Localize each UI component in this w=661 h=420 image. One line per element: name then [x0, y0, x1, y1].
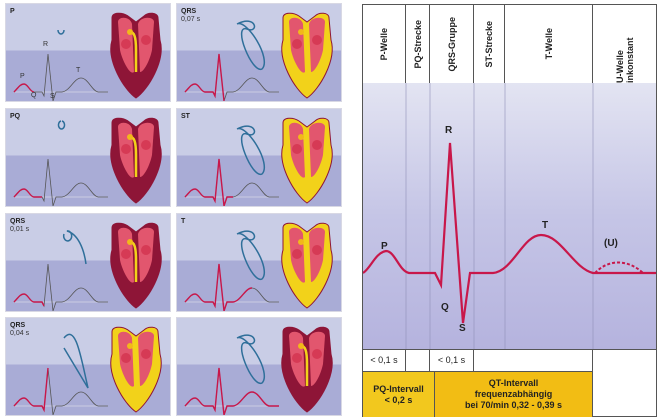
ecg-trace: [13, 367, 108, 415]
panel-graphics: [13, 117, 162, 206]
vector-loop: [236, 20, 265, 70]
header-pq-segment: PQ-Strecke: [406, 5, 430, 83]
heart-icon: [110, 12, 162, 99]
panel-label: PQ: [10, 113, 21, 120]
panel-graphics: [13, 222, 162, 311]
ecg-highlight: [13, 188, 42, 198]
ecg-trace: [13, 158, 108, 206]
heart-icon: [110, 326, 162, 413]
vector-loop: [57, 29, 65, 35]
ecg-plot: [363, 83, 656, 349]
label-t: T: [542, 220, 549, 231]
excitation-panel: ST: [176, 108, 342, 207]
pq-interval: PQ-Intervall < 0,2 s: [363, 371, 435, 417]
qt-interval-title: QT-Intervall: [488, 378, 539, 388]
empty-cell: [406, 349, 430, 371]
panel-time: 0,04 s: [10, 330, 30, 337]
header-st-segment: ST-Strecke: [474, 5, 505, 83]
heart-icon: [110, 222, 162, 309]
empty-cell: [593, 349, 656, 371]
heart-icon: [281, 12, 333, 99]
ecg-highlight: [13, 83, 35, 93]
vector-loop: [236, 334, 265, 384]
heart-icon: [281, 117, 333, 204]
wave-label-t: T: [76, 67, 81, 74]
vector-loop: [57, 120, 66, 130]
ecg-highlight: [184, 263, 253, 311]
ecg-highlight: [184, 367, 279, 415]
wave-label-s: S: [50, 93, 55, 100]
excitation-panel: [176, 317, 342, 416]
panel-label: QRS: [10, 218, 26, 225]
panel-label: P: [10, 8, 15, 15]
wave-label-q: Q: [31, 92, 37, 99]
panel-label: QRS: [10, 322, 26, 329]
panel-graphics: [184, 117, 333, 206]
header-t-wave: T-Welle: [505, 5, 593, 83]
qrs-duration: < 0,1 s: [430, 349, 474, 371]
ecg-trace: [13, 263, 108, 311]
excitation-panel: QRS 0,01 s: [5, 213, 171, 312]
panel-graphics: [184, 12, 333, 101]
panel-graphics: [184, 326, 333, 415]
qt-interval-rate: frequenzabhängig: [474, 389, 553, 399]
plot-background: [363, 83, 656, 349]
panel-graphics: [184, 222, 333, 311]
excitation-panel: P P Q R S T: [5, 3, 171, 102]
header-qrs-complex: QRS-Gruppe: [430, 5, 474, 83]
panel-label: T: [181, 218, 186, 225]
excitation-panel: QRS 0,04 s: [5, 317, 171, 416]
panel-time: 0,07 s: [181, 16, 201, 23]
ecg-diagram: P-Welle PQ-Strecke QRS-Gruppe ST-Strecke…: [362, 4, 657, 417]
heart-icon: [281, 222, 333, 309]
panel-time: 0,01 s: [10, 226, 30, 233]
vector-loop: [63, 333, 89, 389]
excitation-panel: PQ: [5, 108, 171, 207]
ecg-highlight: [184, 158, 233, 206]
ecg-trace: [363, 142, 656, 324]
qt-interval-value: bei 70/min 0,32 - 0,39 s: [464, 400, 563, 410]
heart-icon: [281, 326, 333, 413]
heart-icon: [110, 117, 162, 204]
excitation-panel: T: [176, 213, 342, 312]
panel-graphics: [13, 326, 162, 415]
label-q: Q: [441, 302, 449, 313]
u-wave-trace: [594, 261, 644, 274]
pq-interval-value: < 0,2 s: [384, 394, 413, 405]
wave-label-r: R: [43, 41, 49, 48]
header-p-wave: P-Welle: [363, 5, 406, 83]
label-p: P: [381, 241, 388, 252]
p-duration: < 0,1 s: [363, 349, 406, 371]
ecg-highlight: [13, 367, 49, 413]
label-s: S: [459, 323, 466, 334]
panel-label: ST: [181, 113, 190, 120]
ecg-highlight: [184, 53, 225, 101]
vector-loop: [236, 230, 265, 280]
empty-cell: [474, 349, 593, 371]
panel-graphics: [13, 12, 162, 101]
label-r: R: [445, 125, 453, 136]
vector-loop: [236, 125, 265, 175]
panel-label: QRS: [181, 8, 197, 15]
ecg-highlight: [13, 293, 45, 307]
vector-loop: [62, 230, 87, 265]
pq-interval-title: PQ-Intervall: [373, 383, 424, 394]
wave-label-p: P: [20, 73, 25, 80]
qt-interval: QT-Intervall frequenzabhängig bei 70/min…: [435, 371, 593, 417]
label-u: (U): [604, 238, 618, 249]
ecg-trace: [13, 53, 108, 101]
header-u-wave: U-Welle inkonstant: [614, 37, 635, 83]
excitation-panel: QRS 0,07 s: [176, 3, 342, 102]
